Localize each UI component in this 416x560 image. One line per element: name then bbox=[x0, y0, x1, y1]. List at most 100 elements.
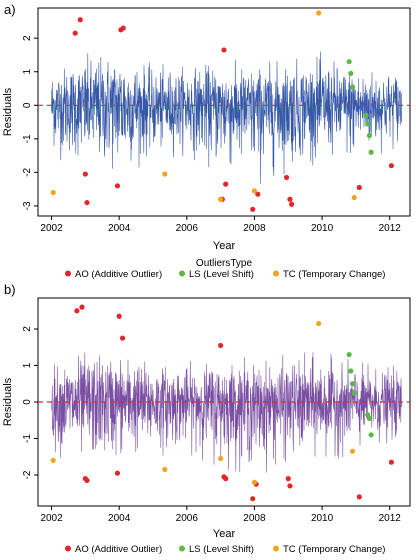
panel-b-outlier-ao bbox=[223, 476, 229, 482]
panel-b-legend: AO (Additive Outlier) LS (Level Shift) TC … bbox=[65, 544, 385, 555]
panel-b-y-tick-label: -2 bbox=[22, 470, 33, 479]
panel-b-outlier-ao bbox=[388, 459, 394, 465]
panel-a-legend-ls-label: LS (Level Shift) bbox=[189, 269, 254, 280]
panel-b-x-tick-label: 2008 bbox=[243, 513, 266, 524]
panel-b-residual-line bbox=[51, 352, 402, 473]
panel-a-outlier-ao bbox=[72, 30, 78, 36]
panel-a-legend-tc-marker bbox=[273, 270, 279, 277]
panel-a-outlier-ao bbox=[84, 199, 90, 206]
panel-a-outlier-ao bbox=[114, 183, 121, 189]
panel-b-legend-ls-marker bbox=[179, 545, 185, 552]
panel-b-outlier-tc bbox=[251, 479, 258, 485]
panel-a-outlier-tc bbox=[251, 188, 258, 194]
panel-a-x-tick-label: 2002 bbox=[40, 223, 63, 234]
panel-a-y-tick-label: -3 bbox=[22, 201, 33, 210]
panel-a-x-tick-label: 2008 bbox=[243, 223, 266, 234]
panel-b-y-axis-label: Residuals bbox=[2, 377, 14, 426]
panel-a-x-tick-label: 2010 bbox=[311, 223, 334, 234]
panel-b-residual-series bbox=[51, 352, 402, 473]
panel-a: a) -3 -2 -1 0 1 2 2002 2004 2006 2008 2010 2012 Re… bbox=[2, 2, 411, 280]
panel-b-outlier-ao bbox=[285, 476, 291, 482]
panel-a-outlier-points bbox=[50, 10, 394, 212]
panel-a-legend-tc-label: TC (Temporary Change) bbox=[283, 269, 385, 280]
panel-b-outlier-ao bbox=[119, 335, 126, 341]
panel-b-x-tick-label: 2010 bbox=[311, 513, 334, 524]
panel-a-outlier-ls bbox=[366, 132, 373, 139]
panel-a-outlier-ao bbox=[82, 171, 88, 177]
panel-a-outlier-ao bbox=[221, 47, 227, 53]
panel-b-outlier-tc bbox=[349, 448, 356, 454]
panel-b-x-axis: 2002 2004 2006 2008 2010 2012 bbox=[40, 506, 401, 524]
panel-b-outlier-points bbox=[50, 304, 394, 502]
panel-b-y-tick-label: 2 bbox=[22, 326, 33, 332]
panel-a-legend-ao-marker bbox=[65, 270, 71, 277]
panel-b-outlier-ao bbox=[114, 470, 121, 476]
panel-a-outlier-ls bbox=[368, 149, 374, 155]
panel-a-outlier-tc bbox=[162, 171, 168, 177]
panel-a-y-tick-label: 2 bbox=[22, 35, 33, 41]
panel-b-legend-ls-label: LS (Level Shift) bbox=[189, 544, 254, 555]
panel-b-outlier-tc bbox=[316, 320, 322, 327]
panel-a-legend: OutliersType AO (Additive Outlier) LS (Le… bbox=[65, 258, 385, 280]
panel-b-outlier-tc bbox=[218, 455, 224, 462]
panel-b-outlier-ao bbox=[79, 304, 85, 310]
panel-a-outlier-tc bbox=[351, 194, 357, 201]
panel-b-y-tick-label: -1 bbox=[22, 434, 33, 443]
panel-a-x-axis: 2002 2004 2006 2008 2010 2012 bbox=[40, 216, 401, 234]
panel-b-outlier-ao bbox=[74, 308, 80, 314]
panel-b-outlier-tc bbox=[50, 457, 56, 463]
panel-b-outlier-ao bbox=[356, 494, 362, 500]
panel-a-outlier-tc bbox=[218, 196, 224, 202]
panel-a-outlier-ls bbox=[349, 84, 356, 90]
panel-b-outlier-tc bbox=[162, 466, 168, 473]
panel-b-outlier-ls bbox=[366, 415, 373, 422]
panel-b-label: b) bbox=[4, 282, 16, 297]
panel-a-x-axis-label: Year bbox=[213, 240, 236, 252]
panel-a-outlier-ls bbox=[365, 121, 371, 127]
panel-a-y-tick-label: 1 bbox=[22, 69, 33, 75]
panel-a-plot-frame bbox=[37, 7, 411, 217]
panel-a-x-tick-label: 2012 bbox=[379, 223, 402, 234]
panel-a-outlier-ls bbox=[363, 112, 369, 118]
panel-a-outlier-ao bbox=[356, 184, 362, 191]
panel-a-outlier-tc bbox=[316, 10, 322, 16]
panel-b-outlier-ao bbox=[250, 496, 256, 502]
panel-a-outlier-ls bbox=[346, 59, 352, 65]
panel-a-x-tick-label: 2006 bbox=[176, 223, 199, 234]
panel-b-x-axis-label: Year bbox=[213, 528, 236, 540]
panel-a-outlier-tc bbox=[50, 189, 56, 196]
panel-b-outlier-ls bbox=[348, 368, 354, 374]
panel-a-y-axis: -3 -2 -1 0 1 2 bbox=[22, 35, 38, 210]
panel-a-outlier-ao bbox=[250, 206, 256, 212]
panel-a-outlier-ao bbox=[255, 191, 261, 197]
panel-a-outlier-ao bbox=[120, 25, 126, 31]
panel-a-y-axis-label: Residuals bbox=[2, 87, 14, 136]
panel-a-legend-title: OutliersType bbox=[196, 258, 253, 269]
panel-b-outlier-ao bbox=[84, 477, 90, 484]
panel-b-legend-tc-marker bbox=[273, 545, 279, 552]
panel-a-outlier-ao bbox=[388, 163, 394, 169]
panel-b-outlier-ao bbox=[116, 313, 122, 319]
panel-a-outlier-ao bbox=[223, 181, 229, 187]
panel-b-outlier-ls bbox=[346, 351, 352, 358]
panel-a-residual-series bbox=[51, 51, 402, 184]
panel-a-outlier-ls bbox=[348, 70, 354, 77]
panel-b-x-tick-label: 2002 bbox=[40, 513, 63, 524]
panel-a-y-tick-label: -1 bbox=[22, 134, 33, 143]
panel-a-x-tick-label: 2004 bbox=[108, 223, 131, 234]
panel-a-legend-ls-marker bbox=[179, 270, 185, 277]
panel-b-outlier-ls bbox=[368, 432, 374, 438]
panel-a-outlier-ao bbox=[289, 201, 295, 207]
panel-b-outlier-ao bbox=[218, 342, 224, 349]
panel-b-x-tick-label: 2004 bbox=[108, 513, 131, 524]
panel-b-y-axis: -2 -1 0 1 2 bbox=[22, 326, 38, 479]
panel-a-y-tick-label: -2 bbox=[22, 168, 33, 177]
panel-b-legend-ao-label: AO (Additive Outlier) bbox=[75, 544, 162, 555]
panel-a-outlier-ao bbox=[283, 174, 290, 181]
panel-b-outlier-ls bbox=[349, 381, 356, 387]
panel-a-outlier-ao bbox=[287, 196, 293, 202]
panel-a-legend-entries: AO (Additive Outlier) LS (Level Shift) TC … bbox=[65, 269, 385, 280]
panel-b-legend-tc-label: TC (Temporary Change) bbox=[283, 544, 385, 555]
panel-a-residual-line bbox=[51, 51, 402, 184]
